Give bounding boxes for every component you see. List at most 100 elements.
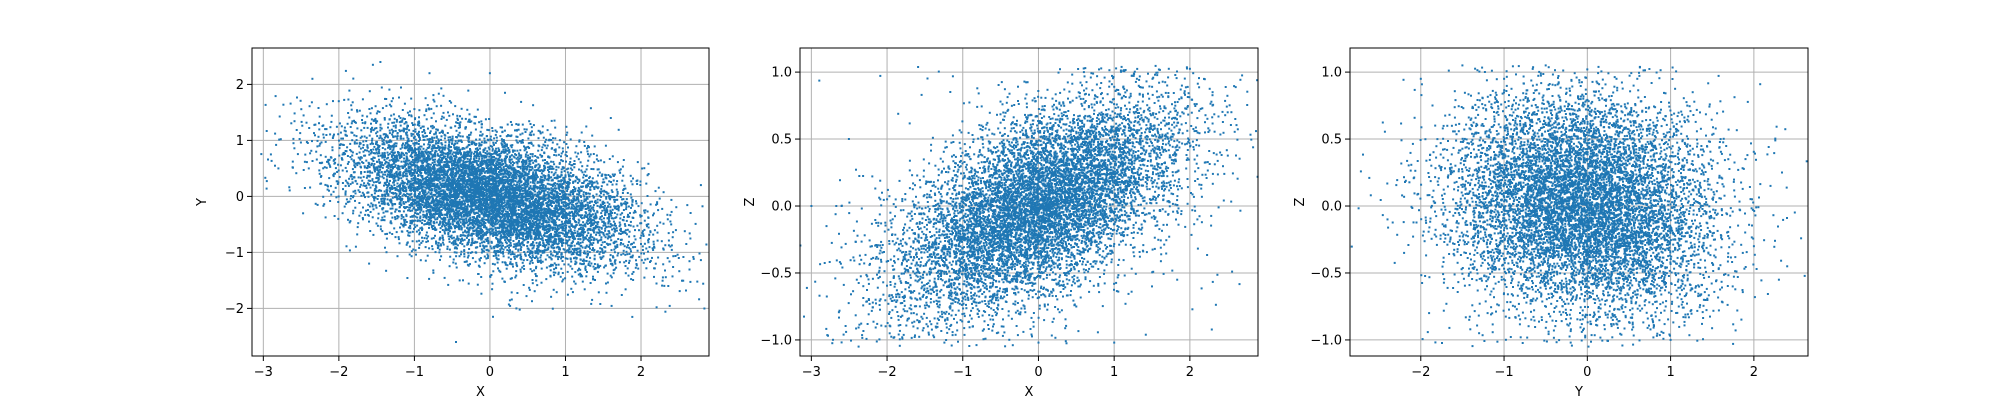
scatter-point <box>508 299 511 302</box>
scatter-point <box>604 222 607 225</box>
scatter-point <box>619 217 622 220</box>
scatter-point <box>610 196 613 199</box>
scatter-point <box>375 127 378 130</box>
scatter-point <box>450 101 453 104</box>
scatter-point <box>418 187 420 190</box>
scatter-point <box>449 126 452 129</box>
scatter-point <box>499 239 502 242</box>
scatter-point <box>339 143 342 146</box>
scatter-point <box>463 255 466 258</box>
scatter-point <box>674 229 677 232</box>
scatter-point <box>435 135 438 138</box>
scatter-point <box>506 238 509 241</box>
scatter-point <box>552 174 555 177</box>
scatter-point <box>414 176 417 179</box>
scatter-point <box>393 180 395 182</box>
scatter-point <box>483 159 486 162</box>
scatter-point <box>430 125 432 128</box>
scatter-point <box>587 153 589 156</box>
scatter-point <box>330 114 333 117</box>
scatter-point <box>377 212 380 215</box>
scatter-point <box>546 161 549 164</box>
scatter-point <box>409 166 412 169</box>
scatter-point <box>455 156 458 159</box>
scatter-point <box>547 221 550 224</box>
scatter-point <box>375 121 378 124</box>
scatter-point <box>573 195 576 198</box>
scatter-point <box>552 137 554 140</box>
scatter-point <box>470 131 473 134</box>
scatter-point <box>375 132 378 135</box>
scatter-point <box>599 216 602 219</box>
scatter-point <box>583 288 586 291</box>
scatter-point <box>643 209 646 212</box>
scatter-point <box>362 218 364 221</box>
scatter-point <box>537 261 539 263</box>
scatter-point <box>370 142 373 145</box>
scatter-point <box>496 234 499 237</box>
scatter-point <box>528 169 531 172</box>
scatter-point <box>546 166 549 169</box>
scatter-point <box>503 140 505 143</box>
scatter-point <box>524 186 527 189</box>
scatter-point <box>518 237 521 240</box>
scatter-point <box>314 134 316 137</box>
scatter-point <box>414 209 417 212</box>
scatter-point <box>418 152 420 155</box>
scatter-point <box>433 187 436 190</box>
scatter-point <box>532 161 535 164</box>
scatter-point <box>656 231 659 234</box>
scatter-point <box>505 232 508 235</box>
scatter-point <box>337 181 340 184</box>
scatter-point <box>539 216 542 219</box>
scatter-point <box>547 246 550 249</box>
scatter-point <box>559 275 562 278</box>
scatter-point <box>420 181 422 184</box>
scatter-point <box>500 246 503 249</box>
scatter-point <box>560 171 563 174</box>
scatter-point <box>387 136 389 139</box>
scatter-point <box>560 199 563 202</box>
scatter-point <box>358 145 361 148</box>
scatter-point <box>443 148 446 151</box>
scatter-point <box>630 250 632 253</box>
scatter-point <box>452 258 455 261</box>
scatter-point <box>529 153 532 156</box>
scatter-point <box>512 149 515 152</box>
scatter-point <box>651 247 654 250</box>
scatter-point <box>403 164 406 167</box>
scatter-point <box>351 181 354 184</box>
scatter-point <box>548 167 551 170</box>
scatter-point <box>452 160 455 163</box>
scatter-point <box>457 148 460 151</box>
scatter-point <box>457 133 460 136</box>
scatter-point <box>421 199 424 202</box>
scatter-point <box>488 211 491 214</box>
scatter-point <box>603 266 606 269</box>
scatter-point <box>604 173 607 176</box>
scatter-point <box>446 171 449 174</box>
scatter-point <box>466 230 469 233</box>
scatter-point <box>592 181 595 184</box>
scatter-point <box>416 166 419 169</box>
scatter-point <box>318 144 321 147</box>
scatter-point <box>560 255 563 258</box>
scatter-point <box>402 225 405 228</box>
scatter-point <box>391 196 394 199</box>
scatter-point <box>408 159 411 162</box>
scatter-point <box>477 203 480 206</box>
scatter-point <box>504 204 507 207</box>
scatter-point <box>438 175 441 178</box>
scatter-point <box>546 254 549 257</box>
scatter-point <box>505 175 508 178</box>
scatter-point <box>583 252 585 255</box>
scatter-point <box>428 171 431 174</box>
scatter-point <box>501 140 504 143</box>
scatter-point <box>499 189 502 192</box>
scatter-point <box>506 155 509 158</box>
scatter-point <box>440 131 443 133</box>
scatter-point <box>473 242 476 244</box>
scatter-point <box>399 124 402 127</box>
scatter-point <box>517 223 520 226</box>
